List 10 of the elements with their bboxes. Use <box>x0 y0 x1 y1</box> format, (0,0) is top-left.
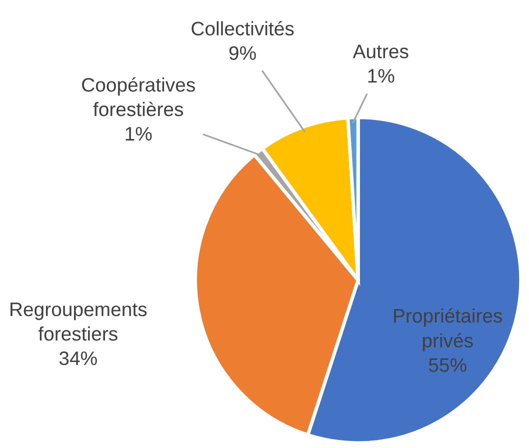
data-label: 34% <box>59 351 97 366</box>
data-label: 1% <box>368 69 394 83</box>
data-label: 55% <box>428 358 466 372</box>
slice-label: Regroupements forestiers <box>10 302 147 341</box>
slice-label: Autres <box>352 44 408 58</box>
slice-label: Collectivités <box>192 20 294 36</box>
slice-label: Propriétaires privés <box>394 308 502 352</box>
data-label: 1% <box>126 126 152 141</box>
data-label: 9% <box>229 46 256 60</box>
slice-label: Coopératives forestières <box>82 77 195 116</box>
